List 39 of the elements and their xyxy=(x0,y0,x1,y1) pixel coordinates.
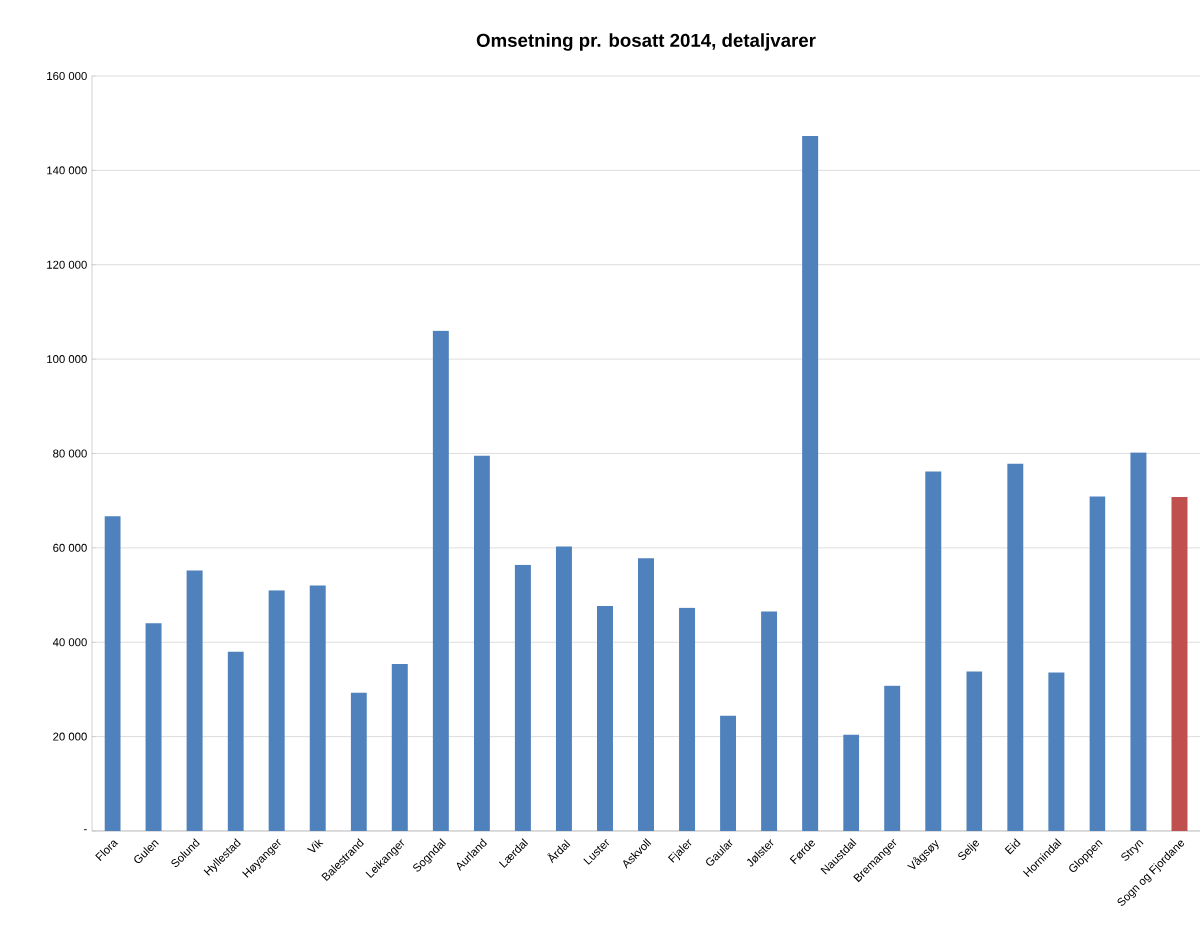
bar xyxy=(186,570,203,831)
bar xyxy=(843,734,860,831)
bar xyxy=(966,671,983,831)
chart-title: Omsetning pr. bosatt 2014, detaljvarer xyxy=(476,33,816,51)
bar xyxy=(1171,496,1188,831)
bar xyxy=(925,471,942,831)
y-tick-label: 160 000 xyxy=(47,71,87,80)
bar xyxy=(1048,672,1065,831)
bar xyxy=(514,564,531,831)
bar xyxy=(679,607,696,831)
y-tick-label: - xyxy=(84,829,87,831)
y-tick-label: 80 000 xyxy=(53,449,87,458)
bar xyxy=(1130,452,1147,831)
bar xyxy=(268,590,285,831)
y-tick-label: 60 000 xyxy=(53,543,87,552)
bar xyxy=(596,605,613,831)
y-tick-label: 140 000 xyxy=(47,166,87,175)
bar xyxy=(720,715,737,831)
y-tick-label: 100 000 xyxy=(47,355,87,364)
bar xyxy=(227,651,244,831)
x-tick-label: Eid xyxy=(1004,838,1021,855)
bar xyxy=(309,585,326,831)
bar xyxy=(884,685,901,831)
bar xyxy=(104,516,121,831)
bar xyxy=(1089,496,1106,831)
bar xyxy=(145,623,162,831)
bar xyxy=(555,546,572,831)
bar xyxy=(638,558,654,831)
y-tick-label: 120 000 xyxy=(47,260,87,269)
bar xyxy=(1007,463,1024,831)
x-tick-label: Vik xyxy=(307,839,324,853)
bar xyxy=(391,663,408,831)
y-tick-label: 40 000 xyxy=(52,638,87,647)
bar xyxy=(802,135,819,831)
bar xyxy=(473,455,490,831)
bar xyxy=(432,330,449,831)
y-tick-label: 20 000 xyxy=(53,732,87,741)
bar xyxy=(761,611,778,831)
bar xyxy=(350,692,367,831)
